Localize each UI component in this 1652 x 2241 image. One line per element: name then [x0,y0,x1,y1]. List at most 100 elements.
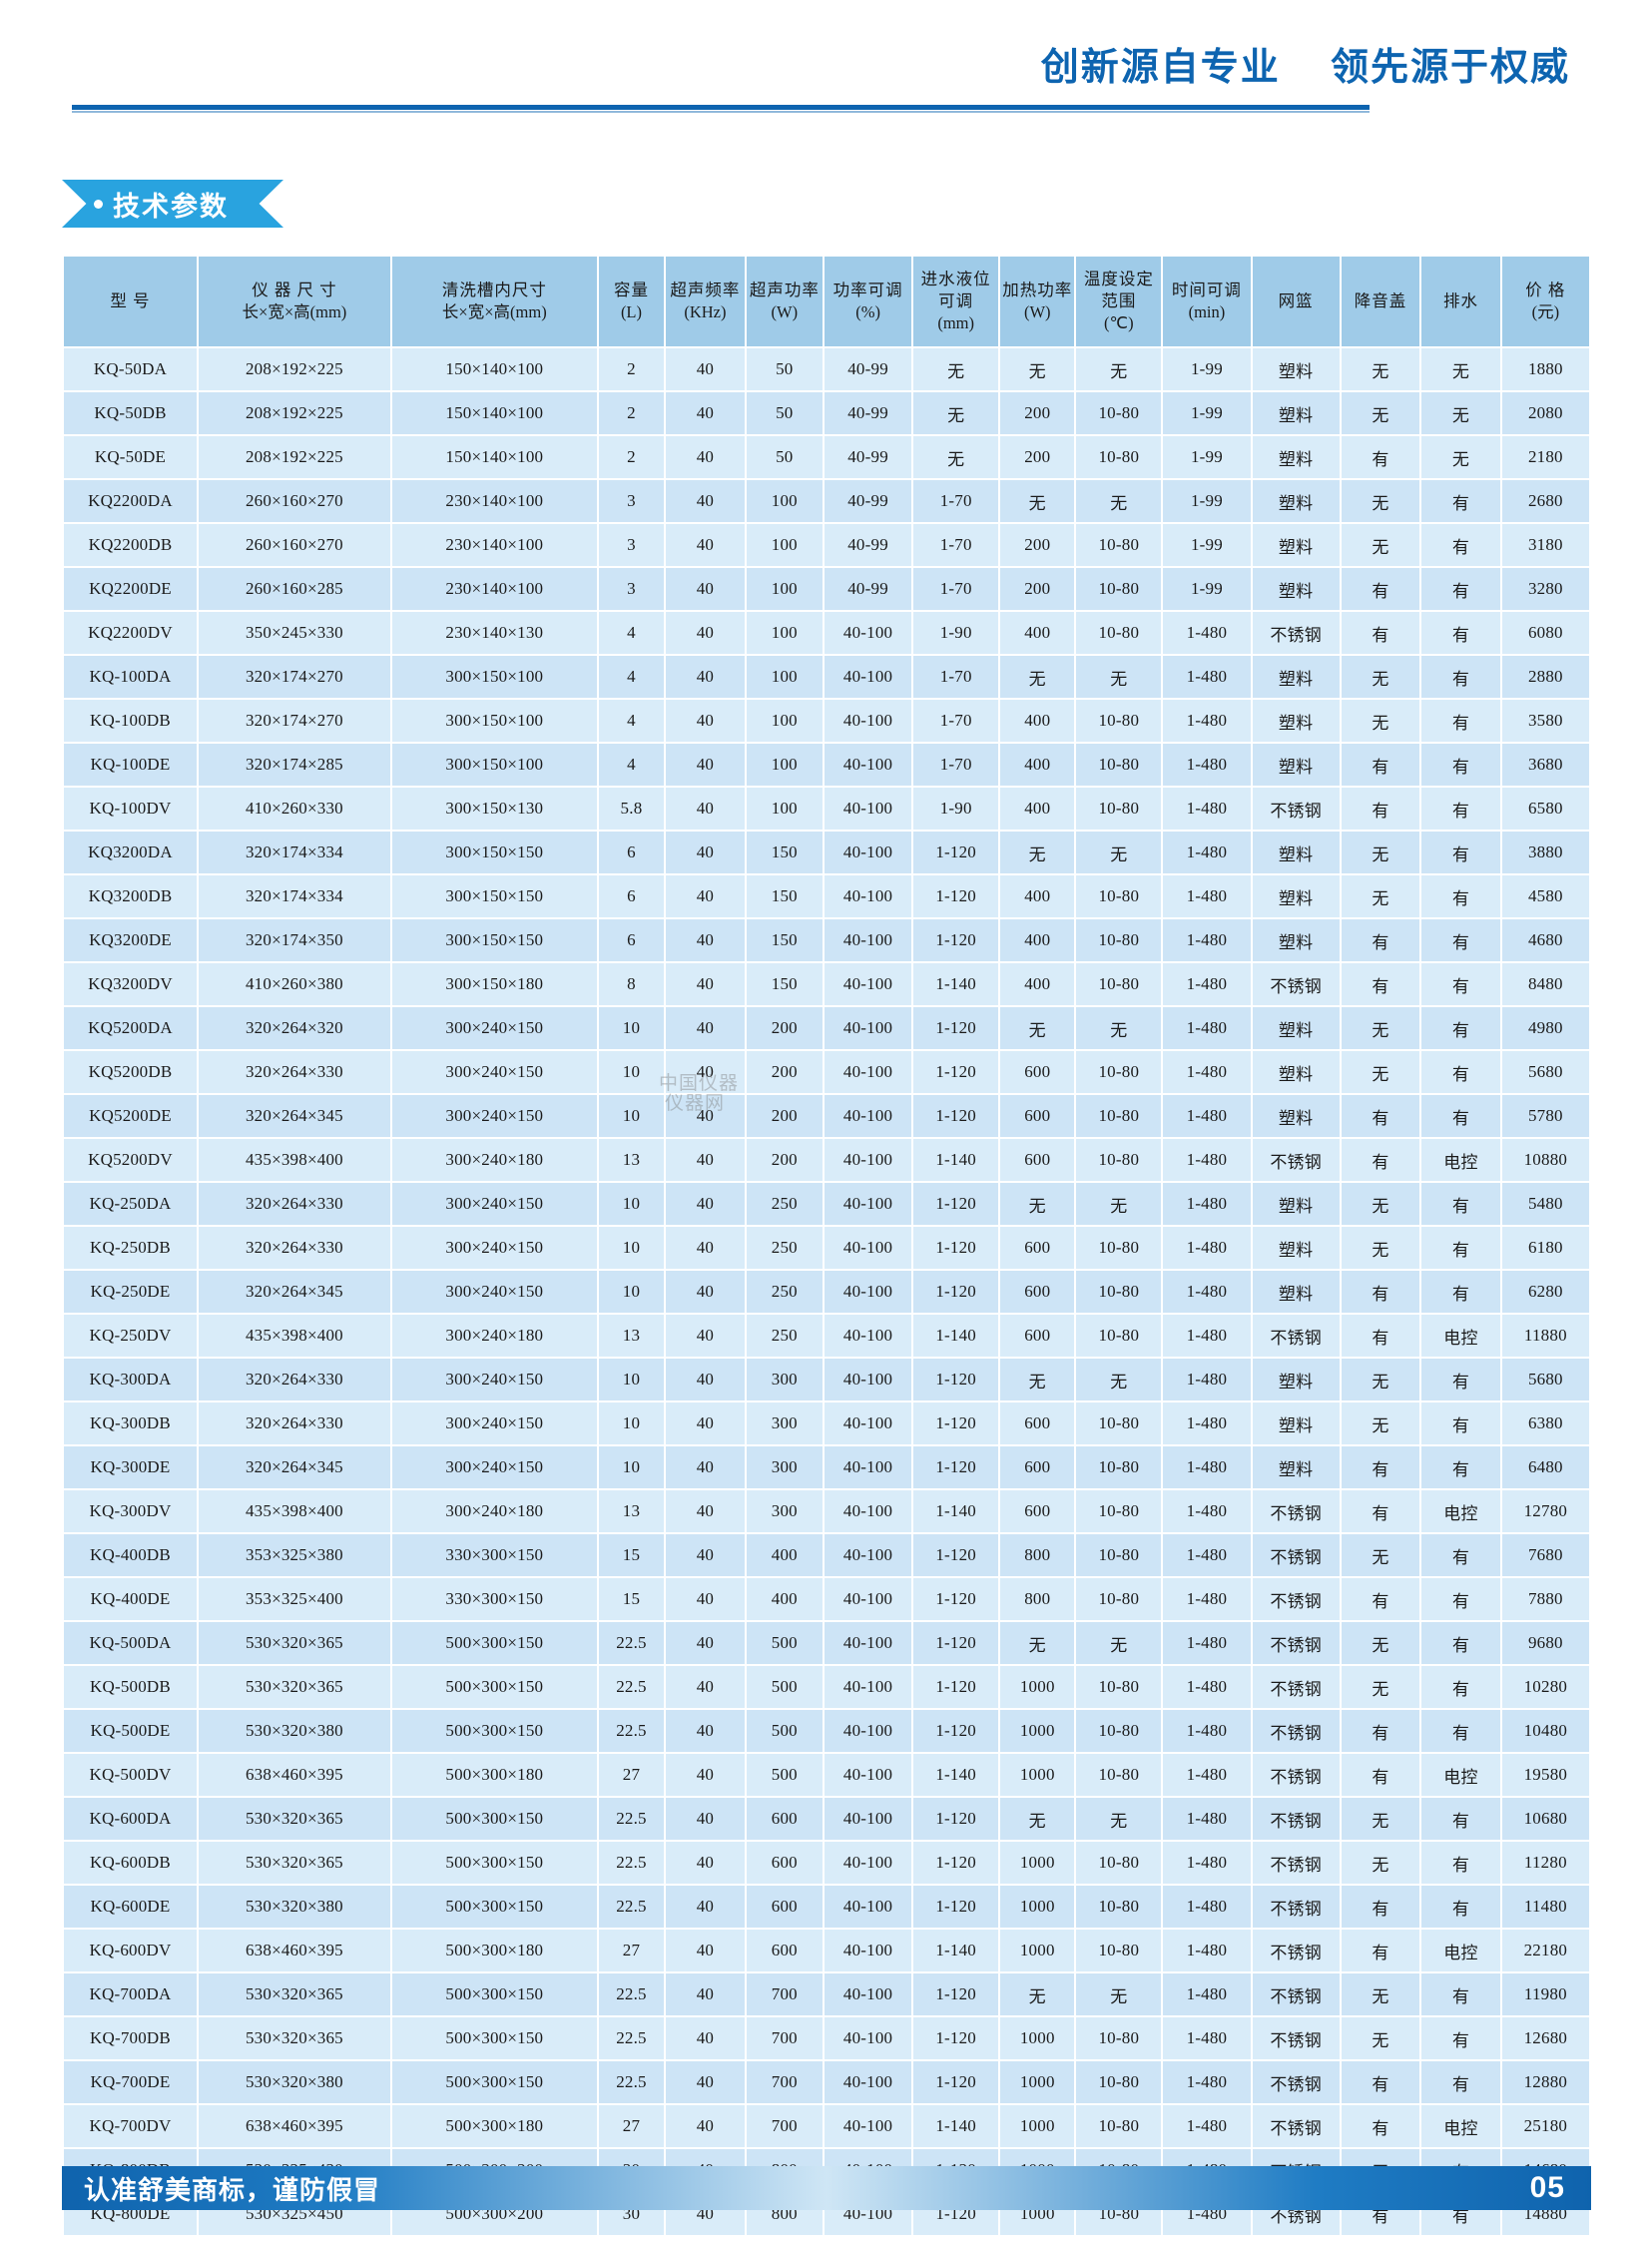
table-cell: 300 [746,1359,823,1401]
cell-model: KQ-700DE [64,2061,197,2103]
cell-model: KQ-600DA [64,1798,197,1840]
table-cell: 150 [746,919,823,961]
table-cell: 10-80 [1076,1754,1162,1796]
table-row: KQ-50DA 208×192×225 150×140×100 2 40 50 40-99 无… [64,348,1589,390]
table-cell: 200 [746,1007,823,1049]
table-cell: 300×150×100 [391,656,597,698]
table-cell: 230×140×100 [391,480,597,522]
table-cell: 无 [1341,1402,1420,1444]
table-cell: 320×174×270 [198,656,390,698]
table-cell: 无 [913,436,999,478]
table-cell: 1-480 [1163,1578,1251,1620]
table-cell: 500 [746,1622,823,1664]
table-cell: 10-80 [1076,1534,1162,1576]
table-row: KQ-250DV 435×398×400 300×240×180 13 40 250 40-… [64,1315,1589,1357]
table-cell: 1-480 [1163,1622,1251,1664]
table-cell: 无 [1000,1359,1075,1401]
table-cell: 500×300×150 [391,2061,597,2103]
table-cell: 300×150×150 [391,919,597,961]
table-cell: 有 [1341,1271,1420,1313]
table-cell: 无 [1341,348,1420,390]
table-cell: 1-480 [1163,1051,1251,1093]
table-row: KQ-50DE 208×192×225 150×140×100 2 40 50 40-99 无… [64,436,1589,478]
table-cell: 11280 [1501,1842,1589,1884]
table-cell: 13 [598,1490,665,1532]
table-cell: 无 [1421,392,1500,434]
table-cell: 40 [666,1754,745,1796]
table-cell: 7680 [1501,1534,1589,1576]
table-row: KQ-300DB 320×264×330 300×240×150 10 40 300 40-… [64,1402,1589,1444]
header-main-text: 功率可调 [832,280,903,300]
table-cell: 300×240×150 [391,1402,597,1444]
table-cell: 无 [1076,1622,1162,1664]
header-divider-thin [72,111,1370,113]
table-cell: 6280 [1501,1271,1589,1313]
header-unit-text: (L) [620,302,643,321]
table-cell: 有 [1421,656,1500,698]
table-row: KQ-250DB 320×264×330 300×240×150 10 40 250 40-… [64,1227,1589,1269]
table-cell: 600 [746,1930,823,1971]
table-cell: 无 [1076,480,1162,522]
table-cell: 40-100 [824,744,912,786]
header-main-text: 温度设定范围 [1083,270,1154,311]
table-cell: 40-100 [824,1886,912,1928]
table-cell: 40-100 [824,700,912,742]
table-cell: 400 [1000,612,1075,654]
table-cell: 100 [746,700,823,742]
table-cell: 塑料 [1252,1227,1340,1269]
table-cell: 200 [746,1051,823,1093]
table-cell: 10-80 [1076,744,1162,786]
table-cell: 40-100 [824,1973,912,2015]
table-cell: 1-99 [1163,480,1251,522]
table-cell: 600 [1000,1490,1075,1532]
table-header-cell-0: 型 号 [64,257,197,346]
table-cell: 无 [1341,1973,1420,2015]
table-cell: 1-480 [1163,1139,1251,1181]
table-header-cell-11: 网篮 [1252,257,1340,346]
table-cell: 435×398×400 [198,1490,390,1532]
table-row: KQ-600DB 530×320×365 500×300×150 22.5 40 600 4… [64,1842,1589,1884]
table-cell: 有 [1421,1842,1500,1884]
table-cell: 600 [1000,1227,1075,1269]
table-cell: 500×300×150 [391,1622,597,1664]
table-cell: 1-70 [913,744,999,786]
table-cell: 10-80 [1076,1578,1162,1620]
table-cell: 320×264×330 [198,1051,390,1093]
table-cell: 22.5 [598,1710,665,1752]
table-cell: 3580 [1501,700,1589,742]
table-cell: 40 [666,2017,745,2059]
dot-icon [94,199,103,209]
table-cell: 不锈钢 [1252,963,1340,1005]
table-cell: 700 [746,1973,823,2015]
table-cell: 100 [746,480,823,522]
table-cell: 10-80 [1076,1402,1162,1444]
table-cell: 300×150×150 [391,832,597,873]
table-cell: 150×140×100 [391,348,597,390]
table-cell: 无 [1076,1183,1162,1225]
cell-model: KQ-250DE [64,1271,197,1313]
table-cell: 10-80 [1076,1930,1162,1971]
table-cell: 10680 [1501,1798,1589,1840]
table-cell: 无 [1000,1798,1075,1840]
table-cell: 无 [1076,1973,1162,2015]
table-cell: 40-99 [824,480,912,522]
table-cell: 40-100 [824,1534,912,1576]
table-cell: 1-120 [913,1578,999,1620]
table-cell: 1-99 [1163,348,1251,390]
table-cell: 500×300×180 [391,1754,597,1796]
table-cell: 电控 [1421,1139,1500,1181]
table-cell: 40 [666,919,745,961]
table-cell: 19580 [1501,1754,1589,1796]
table-cell: 40-100 [824,2017,912,2059]
table-cell: 无 [1076,656,1162,698]
table-cell: 40 [666,480,745,522]
table-cell: 1-480 [1163,2061,1251,2103]
table-cell: 3680 [1501,744,1589,786]
table-cell: 10-80 [1076,2017,1162,2059]
table-cell: 320×264×330 [198,1183,390,1225]
table-cell: 有 [1341,963,1420,1005]
table-cell: 10880 [1501,1139,1589,1181]
header-unit-text: 长×宽×高(mm) [242,302,347,321]
table-cell: 22.5 [598,2017,665,2059]
table-cell: 1-120 [913,1666,999,1708]
